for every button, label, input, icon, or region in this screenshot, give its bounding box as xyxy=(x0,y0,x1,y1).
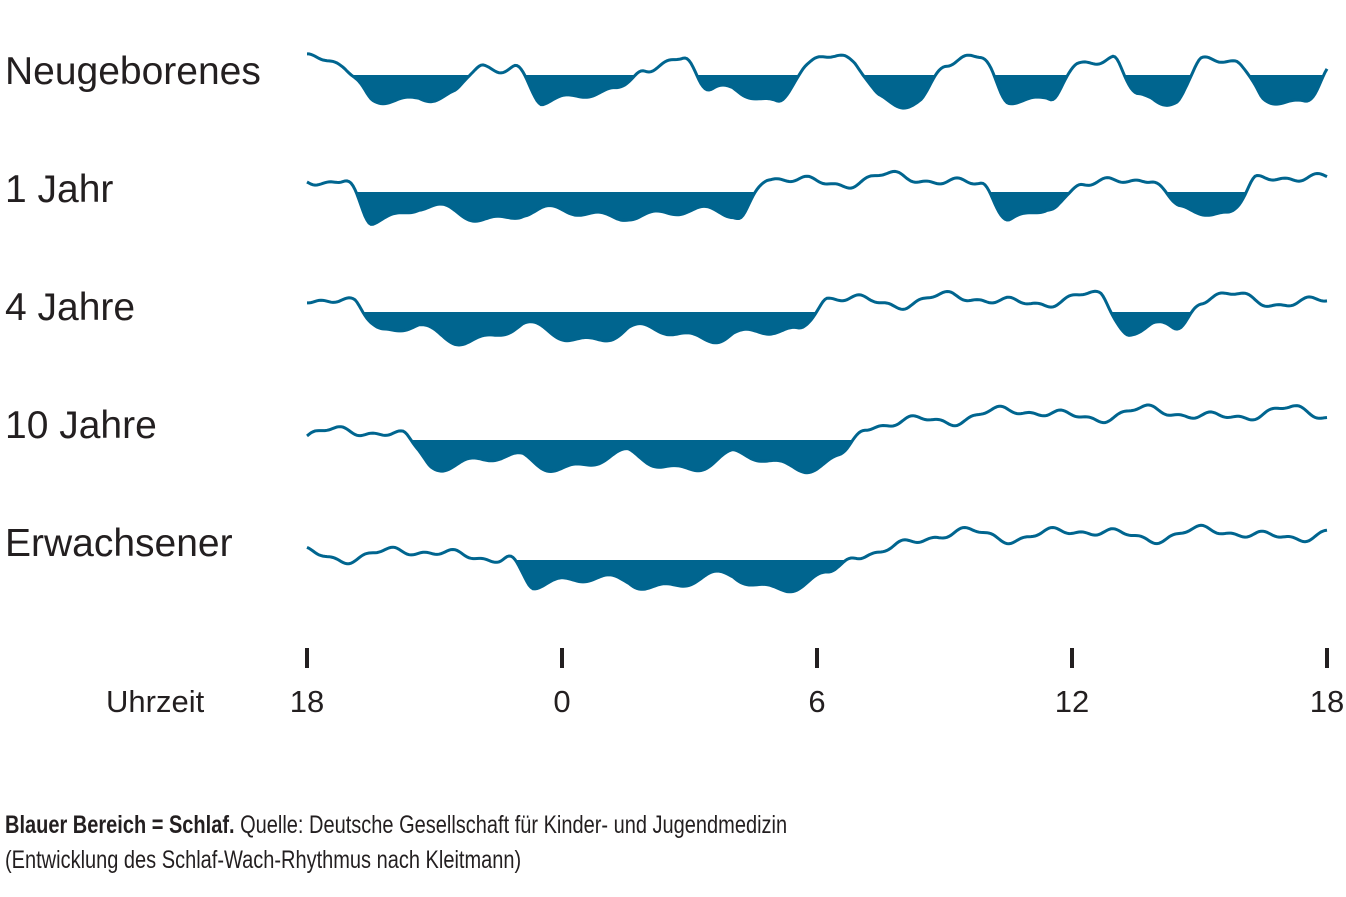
x-tick-label: 18 xyxy=(1309,684,1345,719)
x-tick-label: 12 xyxy=(1054,684,1090,719)
sleep-area-4-0 xyxy=(507,560,863,592)
row-label-newborn: Neugeborenes xyxy=(5,50,261,93)
sleep-wake-curve xyxy=(307,289,1328,347)
sleep-area-0-3 xyxy=(857,75,953,109)
sleep-wake-curve xyxy=(306,403,1328,475)
sleep-area-1-1 xyxy=(983,192,1089,220)
sleep-wake-curve xyxy=(306,169,1328,226)
row-label-adult: Erwachsener xyxy=(5,522,233,565)
x-tick-label: 0 xyxy=(553,684,571,719)
sleep-area-0-5 xyxy=(1115,75,1207,106)
sleep-area-3-0 xyxy=(405,440,871,473)
x-axis-label: Uhrzeit xyxy=(106,684,205,719)
sleep-area-0-1 xyxy=(517,75,651,105)
caption-bold: Blauer Bereich = Schlaf. xyxy=(5,811,235,839)
row-label-4-years: 4 Jahre xyxy=(5,286,136,329)
row-label-1-year: 1 Jahr xyxy=(5,168,114,211)
sleep-area-0-2 xyxy=(687,75,811,102)
caption-line-1: Blauer Bereich = Schlaf. Quelle: Deutsch… xyxy=(5,811,787,840)
sleep-area-1-2 xyxy=(1153,192,1263,216)
sleep-area-0-6 xyxy=(1239,75,1327,105)
sleep-area-0-0 xyxy=(347,75,489,104)
caption-source: Quelle: Deutsche Gesellschaft für Kinder… xyxy=(240,811,788,839)
sleep-wake-curve xyxy=(306,523,1328,594)
sleep-wake-curve xyxy=(307,52,1329,110)
x-tick-label: 6 xyxy=(808,684,826,719)
row-label-10-years: 10 Jahre xyxy=(5,404,157,447)
sleep-area-2-1 xyxy=(1103,312,1207,336)
x-tick-label: 18 xyxy=(289,684,325,719)
caption-line-2: (Entwicklung des Schlaf-Wach-Rhythmus na… xyxy=(5,846,522,874)
sleep-area-0-4 xyxy=(983,75,1083,104)
